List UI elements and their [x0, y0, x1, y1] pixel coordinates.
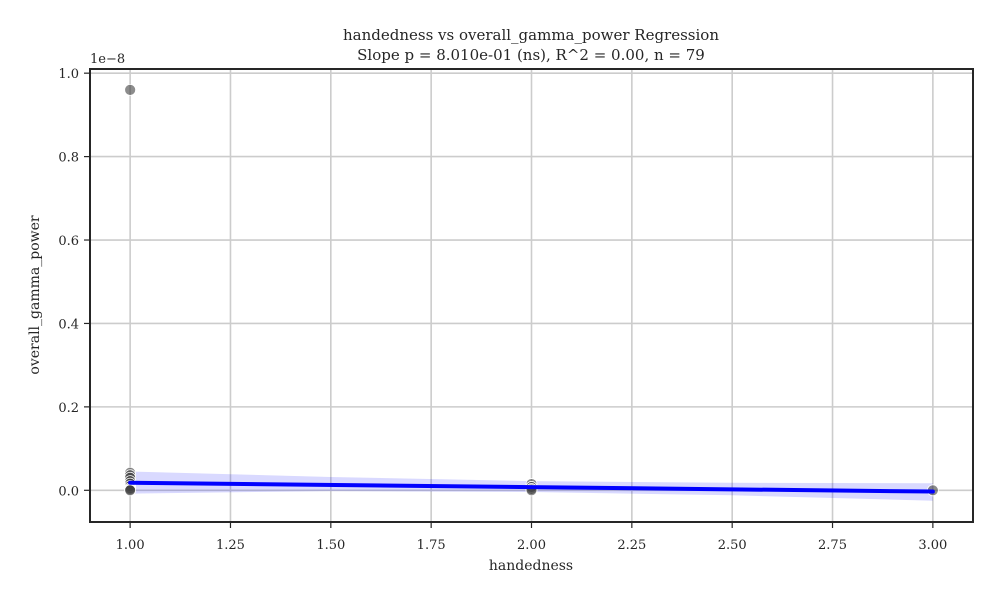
x-tick-label: 1.50	[316, 538, 345, 553]
y-axis-ticks: 0.0 0.2 0.4 0.6 0.8 1.0	[58, 67, 90, 499]
x-tick-label: 1.00	[116, 538, 145, 553]
scatter-point	[124, 484, 137, 497]
x-tick-label: 2.75	[818, 538, 847, 553]
scatter-point	[124, 83, 137, 96]
x-tick-label: 3.00	[918, 538, 947, 553]
chart-title: handedness vs overall_gamma_power Regres…	[343, 26, 719, 44]
x-tick-label: 2.50	[718, 538, 747, 553]
chart-subtitle: Slope p = 8.010e-01 (ns), R^2 = 0.00, n …	[357, 46, 705, 64]
grid	[90, 69, 973, 522]
y-tick-label: 1.0	[58, 67, 79, 82]
y-tick-label: 0.8	[58, 151, 79, 166]
y-offset-label: 1e−8	[90, 52, 125, 67]
x-tick-label: 2.00	[517, 538, 546, 553]
y-tick-label: 0.0	[58, 484, 79, 499]
x-axis-ticks: 1.00 1.25 1.50 1.75 2.00 2.25 2.50 2.75 3.00	[116, 522, 947, 553]
x-axis-label: handedness	[489, 558, 573, 574]
x-tick-label: 1.75	[417, 538, 446, 553]
y-tick-label: 0.6	[58, 234, 79, 249]
regression-line	[128, 480, 935, 494]
x-tick-label: 1.25	[216, 538, 245, 553]
y-tick-label: 0.2	[58, 401, 79, 416]
y-tick-label: 0.4	[58, 317, 79, 332]
x-tick-label: 2.25	[617, 538, 646, 553]
y-axis-label: overall_gamma_power	[27, 215, 43, 374]
regression-line-layer	[128, 480, 935, 494]
scatter-points	[124, 83, 939, 497]
